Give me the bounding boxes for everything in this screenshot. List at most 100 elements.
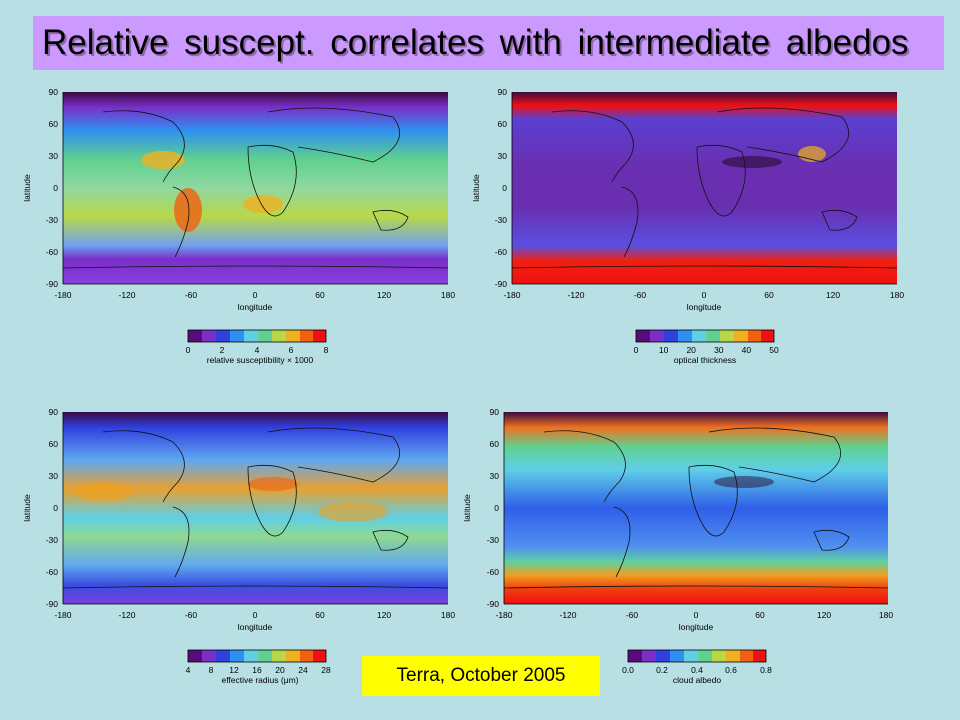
colorbar-tick-label: 24 — [298, 665, 308, 675]
map-panel-effective-radius: -180 -120 -60 0 60 120 180 90 60 30 0 -3… — [22, 407, 455, 685]
colorbar-tick-label: 8 — [209, 665, 214, 675]
colorbar-tick-label: 0 — [186, 345, 191, 355]
slide-title: Relative suscept. correlates with interm… — [42, 23, 909, 62]
colorbar-tick-label: 28 — [321, 665, 331, 675]
colorbar: 0.0 0.2 0.4 0.6 0.8 cloud albedo — [622, 649, 772, 685]
x-tick-label: 120 — [377, 610, 391, 620]
y-tick-label: 0 — [502, 183, 507, 193]
y-tick-label: -30 — [495, 215, 508, 225]
x-tick-label: -60 — [626, 610, 639, 620]
x-tick-label: -60 — [185, 610, 198, 620]
colorbar-tick-label: 50 — [769, 345, 779, 355]
x-tick-label: -180 — [54, 290, 71, 300]
y-tick-label: 0 — [53, 503, 58, 513]
x-tick-label: 180 — [890, 290, 904, 300]
y-axis-title: latitude — [462, 494, 472, 522]
title-bar — [33, 16, 944, 70]
colorbar-tick-label: 0.0 — [622, 665, 634, 675]
y-tick-label: 60 — [498, 119, 508, 129]
y-tick-label: -30 — [487, 535, 500, 545]
x-tick-labels: -180 -120 -60 0 60 120 180 — [503, 290, 904, 300]
map-panel-relative-susceptibility: -180 -120 -60 0 60 120 180 90 60 30 0 -3… — [22, 87, 455, 365]
colorbar-tick-label: 0.8 — [760, 665, 772, 675]
colorbar-tick-label: 20 — [275, 665, 285, 675]
x-tick-label: 180 — [441, 290, 455, 300]
colorbar-tick-label: 16 — [252, 665, 262, 675]
y-tick-labels: 90 60 30 0 -30 -60 -90 — [495, 87, 508, 289]
colorbar-tick-label: 0.2 — [656, 665, 668, 675]
x-axis-title: longitude — [687, 302, 722, 312]
colorbar-tick-label: 8 — [324, 345, 329, 355]
y-tick-labels: 90 60 30 0 -30 -60 -90 — [46, 407, 59, 609]
x-tick-label: 0 — [253, 290, 258, 300]
x-axis-title: longitude — [238, 622, 273, 632]
colorbar-tick-label: 0 — [634, 345, 639, 355]
y-tick-label: 60 — [49, 439, 59, 449]
x-axis-title: longitude — [238, 302, 273, 312]
y-tick-labels: 90 60 30 0 -30 -60 -90 — [46, 87, 59, 289]
colorbar-tick-label: 0.4 — [691, 665, 703, 675]
map-panel-cloud-albedo: -180 -120 -60 0 60 120 180 90 60 30 0 -3… — [462, 407, 893, 685]
colorbar-label: effective radius (μm) — [221, 675, 298, 685]
colorbar-tick-label: 30 — [714, 345, 724, 355]
y-tick-label: 30 — [49, 151, 59, 161]
x-tick-label: -120 — [118, 290, 135, 300]
y-tick-label: -90 — [487, 599, 500, 609]
y-tick-label: 90 — [49, 87, 59, 97]
map-field — [512, 92, 897, 284]
map-field — [63, 412, 448, 604]
y-tick-label: -90 — [46, 279, 59, 289]
y-tick-label: -90 — [495, 279, 508, 289]
y-tick-label: -60 — [487, 567, 500, 577]
map-field — [63, 92, 448, 284]
colorbar: 4 8 12 16 20 24 28 effective radius (μm) — [186, 649, 331, 685]
colorbar-tick-label: 12 — [229, 665, 239, 675]
y-tick-label: -60 — [46, 247, 59, 257]
colorbar: 0 10 20 30 40 50 optical thickness — [634, 329, 779, 365]
y-tick-label: 30 — [49, 471, 59, 481]
y-tick-label: 30 — [498, 151, 508, 161]
y-tick-label: -60 — [495, 247, 508, 257]
colorbar-tick-label: 4 — [186, 665, 191, 675]
y-tick-labels: 90 60 30 0 -30 -60 -90 — [487, 407, 500, 609]
x-tick-label: -180 — [54, 610, 71, 620]
y-tick-label: -30 — [46, 215, 59, 225]
x-axis-title: longitude — [679, 622, 714, 632]
y-tick-label: 0 — [53, 183, 58, 193]
x-tick-labels: -180 -120 -60 0 60 120 180 — [495, 610, 893, 620]
y-tick-label: 0 — [494, 503, 499, 513]
x-tick-label: -60 — [185, 290, 198, 300]
x-tick-label: 0 — [702, 290, 707, 300]
x-tick-label: 120 — [377, 290, 391, 300]
y-tick-label: 60 — [49, 119, 59, 129]
y-tick-label: -30 — [46, 535, 59, 545]
x-tick-label: -120 — [559, 610, 576, 620]
x-tick-label: 0 — [253, 610, 258, 620]
colorbar-tick-label: 20 — [686, 345, 696, 355]
x-tick-label: 60 — [315, 290, 325, 300]
colorbar-tick-label: 2 — [220, 345, 225, 355]
footer-note: Terra, October 2005 — [362, 656, 600, 696]
x-tick-label: 0 — [694, 610, 699, 620]
y-tick-label: 90 — [49, 407, 59, 417]
y-axis-title: latitude — [471, 174, 481, 202]
x-tick-label: -120 — [118, 610, 135, 620]
y-tick-label: 60 — [490, 439, 500, 449]
x-tick-label: 180 — [441, 610, 455, 620]
colorbar-tick-label: 4 — [255, 345, 260, 355]
map-panel-optical-thickness: -180 -120 -60 0 60 120 180 90 60 30 0 -3… — [471, 87, 904, 365]
colorbar-tick-label: 6 — [289, 345, 294, 355]
y-tick-label: 30 — [490, 471, 500, 481]
y-tick-label: -90 — [46, 599, 59, 609]
colorbar-tick-label: 40 — [742, 345, 752, 355]
y-axis-title: latitude — [22, 174, 32, 202]
x-tick-label: 120 — [826, 290, 840, 300]
x-tick-label: 180 — [879, 610, 893, 620]
x-tick-label: -180 — [503, 290, 520, 300]
colorbar-tick-label: 10 — [659, 345, 669, 355]
colorbar-label: relative susceptibility × 1000 — [207, 355, 314, 365]
y-tick-label: -60 — [46, 567, 59, 577]
colorbar-label: cloud albedo — [673, 675, 721, 685]
x-tick-label: 60 — [764, 290, 774, 300]
colorbar-tick-label: 0.6 — [725, 665, 737, 675]
